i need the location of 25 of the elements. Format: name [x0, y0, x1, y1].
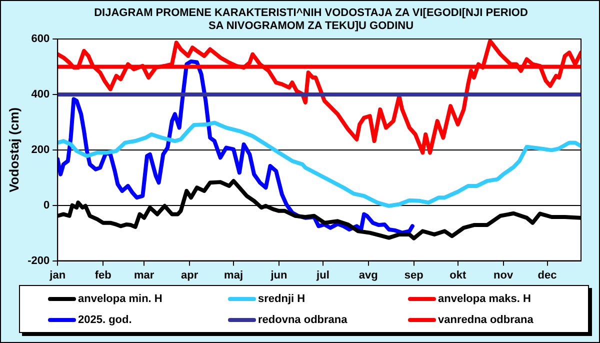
x-tick-label: dec — [538, 269, 557, 282]
legend-label: srednji H — [258, 292, 306, 304]
x-tick-label: apr — [181, 269, 199, 282]
legend-label: anvelopa min. H — [78, 292, 162, 304]
x-tick-label: sep — [404, 269, 424, 282]
x-tick-label: jun — [270, 269, 288, 282]
x-tick-label: okt — [450, 269, 466, 282]
x-tick-label: maj — [224, 269, 244, 282]
legend-label: anvelopa maks. H — [438, 292, 531, 304]
y-axis-title: Vodostaj (cm) — [6, 107, 22, 192]
legend-label: redovna odbrana — [258, 314, 348, 326]
x-tick-label: jan — [48, 269, 66, 282]
chart-title: DIJAGRAM PROMENE KARAKTERISTI^NIH VODOSTAJA ZA VI[EGODI[NJI PERIOD SA NIVOGRAMOM ZA TEKU]U GODINU — [93, 7, 529, 33]
y-tick-label: 0 — [43, 199, 50, 212]
legend-label: vanredna odbrana — [438, 314, 534, 326]
x-tick-label: nov — [494, 269, 514, 282]
y-tick-label: -200 — [28, 254, 50, 267]
y-tick-label: 400 — [31, 88, 50, 100]
x-tick-label: jul — [316, 269, 330, 282]
x-tick-label: mar — [134, 269, 155, 282]
y-tick-label: 600 — [31, 33, 50, 46]
x-tick-label: feb — [94, 269, 112, 282]
x-tick-label: avg — [358, 269, 378, 282]
y-tick-label: 200 — [31, 144, 50, 156]
legend-label: 2025. god. — [78, 314, 132, 326]
